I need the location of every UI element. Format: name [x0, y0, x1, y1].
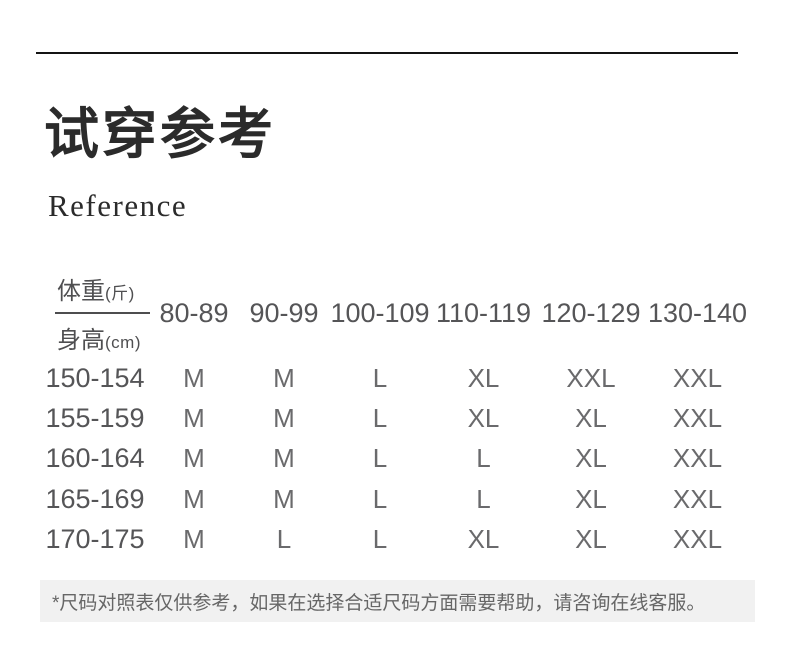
row-label-height: 165-169 — [45, 483, 145, 514]
weight-unit: (斤) — [105, 284, 135, 303]
size-value: M — [273, 483, 295, 514]
size-value: M — [273, 443, 295, 474]
size-value: M — [183, 443, 205, 474]
size-value: XL — [467, 402, 500, 433]
row-label-height: 160-164 — [45, 443, 145, 474]
size-value: XL — [575, 443, 607, 474]
table-corner-cell: 体重(斤) 身高(cm) — [40, 268, 150, 358]
size-value: L — [372, 523, 388, 554]
size-value: L — [372, 402, 388, 433]
footnote-text: *尺码对照表仅供参考，如果在选择合适尺码方面需要帮助，请咨询在线客服。 — [52, 592, 706, 614]
size-value: XL — [575, 483, 607, 514]
page-subtitle: Reference — [48, 188, 188, 223]
size-value: XXL — [672, 523, 723, 554]
size-value: XL — [575, 523, 607, 554]
size-value: M — [183, 402, 205, 433]
size-value: XL — [467, 523, 500, 554]
size-value: XXL — [672, 443, 723, 474]
corner-height-label: 身高(cm) — [55, 314, 150, 355]
page-title: 试穿参考 — [44, 103, 277, 165]
size-value: L — [476, 443, 491, 474]
size-value: M — [183, 483, 205, 514]
size-value: L — [476, 483, 491, 514]
size-value: XXL — [672, 402, 723, 433]
size-reference-table: 体重(斤) 身高(cm) 80-89 90-99 100-109 110-119… — [40, 268, 750, 559]
size-value: XXL — [672, 483, 723, 514]
column-header-weight-5: 120-129 — [541, 297, 641, 328]
column-header-weight-6: 130-140 — [647, 297, 748, 328]
size-value: M — [183, 523, 205, 554]
size-value: L — [372, 443, 388, 474]
column-header-weight-4: 110-119 — [435, 297, 532, 328]
size-value: XL — [467, 362, 500, 393]
corner-weight-label: 体重(斤) — [55, 271, 150, 314]
size-value: XXL — [672, 362, 723, 393]
size-value: M — [273, 402, 295, 433]
column-header-weight-3: 100-109 — [330, 297, 430, 328]
size-value: M — [183, 362, 205, 393]
height-label: 身高 — [57, 327, 105, 354]
column-header-weight-2: 90-99 — [249, 297, 319, 328]
height-unit: (cm) — [105, 333, 141, 352]
column-header-weight-1: 80-89 — [159, 297, 229, 328]
size-value: L — [276, 523, 292, 554]
row-label-height: 155-159 — [45, 402, 145, 433]
size-value: M — [273, 362, 295, 393]
top-divider-line — [36, 52, 738, 54]
size-value: L — [372, 483, 388, 514]
size-value: L — [372, 362, 388, 393]
size-value: XL — [575, 402, 607, 433]
row-label-height: 150-154 — [45, 362, 145, 393]
row-label-height: 170-175 — [45, 523, 145, 554]
weight-label: 体重 — [57, 278, 105, 305]
footnote-bar: *尺码对照表仅供参考，如果在选择合适尺码方面需要帮助，请咨询在线客服。 — [40, 580, 755, 622]
size-value: XXL — [566, 362, 616, 393]
